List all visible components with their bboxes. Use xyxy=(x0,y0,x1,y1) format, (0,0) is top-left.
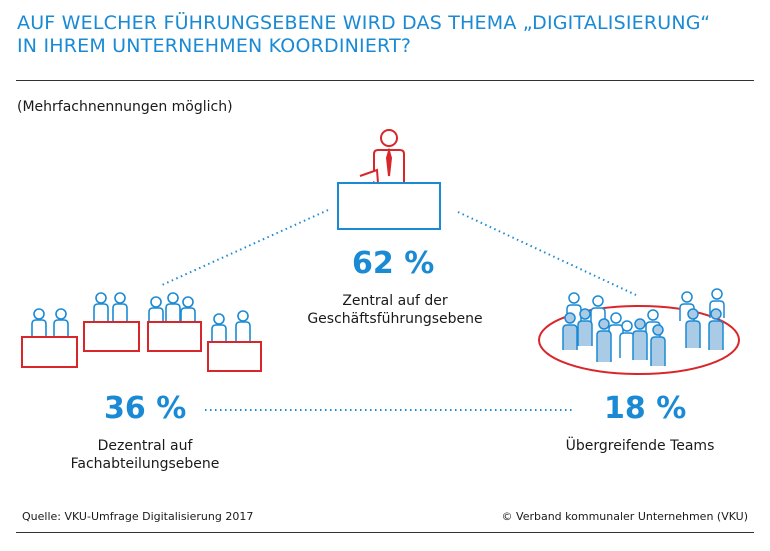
title-line-1: AUF WELCHER FÜHRUNGSEBENE WIRD DAS THEMA… xyxy=(17,12,711,34)
label-executive-line-1: Zentral auf der xyxy=(342,293,448,309)
connector-center-right xyxy=(457,211,637,296)
label-teams-line-1: Übergreifende Teams xyxy=(565,438,715,454)
top-divider xyxy=(16,80,754,81)
label-executive: Zentral auf der Geschäftsführungsebene xyxy=(280,292,510,328)
connector-center-left xyxy=(161,209,329,286)
value-departments: 36 % xyxy=(104,391,187,426)
title-line-2: IN IHREM UNTERNEHMEN KOORDINIERT? xyxy=(17,35,412,57)
source-note: Quelle: VKU-Umfrage Digitalisierung 2017 xyxy=(22,510,254,523)
label-departments-line-1: Dezentral auf xyxy=(97,438,193,454)
label-departments-line-2: Fachabteilungsebene xyxy=(70,456,220,472)
bottom-divider xyxy=(16,532,754,533)
executive-icon xyxy=(359,129,405,184)
team-icon xyxy=(538,288,740,375)
chart-title: AUF WELCHER FÜHRUNGSEBENE WIRD DAS THEMA… xyxy=(17,12,757,58)
label-departments: Dezentral auf Fachabteilungsebene xyxy=(35,437,255,473)
departments-icon xyxy=(21,292,262,372)
label-teams: Übergreifende Teams xyxy=(540,437,740,455)
subtitle: (Mehrfachnennungen möglich) xyxy=(17,99,233,115)
value-executive: 62 % xyxy=(352,246,435,281)
value-teams: 18 % xyxy=(604,391,687,426)
label-executive-line-2: Geschäftsführungsebene xyxy=(307,311,483,327)
copyright-note: © Verband kommunaler Unternehmen (VKU) xyxy=(501,510,748,523)
executive-desk xyxy=(337,182,441,230)
